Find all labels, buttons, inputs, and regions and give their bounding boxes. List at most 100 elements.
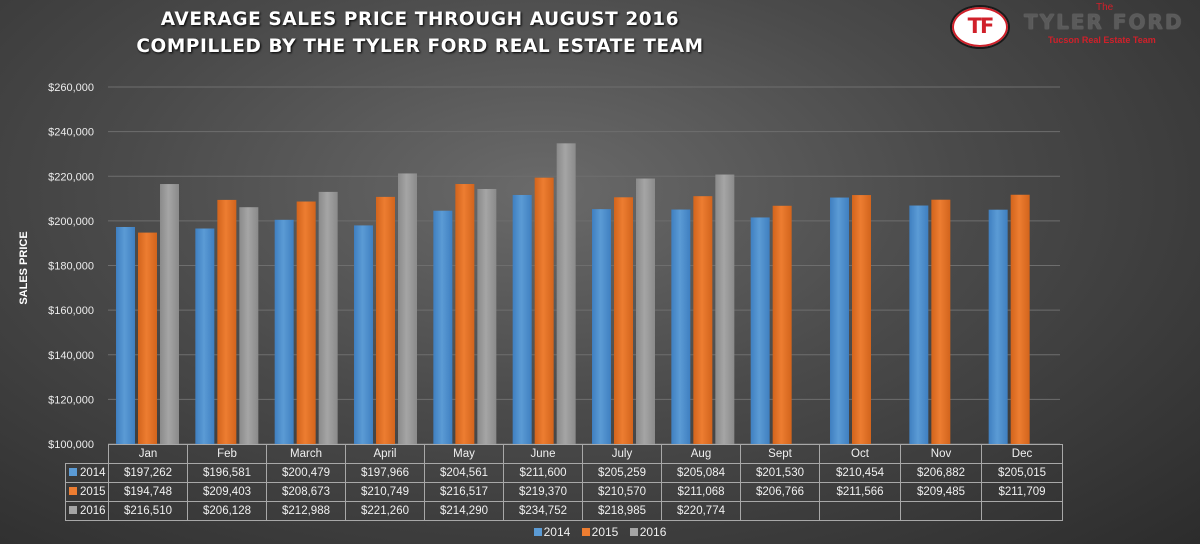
data-label: $219,370 [503,482,583,502]
data-label [740,501,820,521]
bar-2014-july [592,209,611,444]
category-label: Feb [187,444,267,464]
data-label: $216,510 [108,501,188,521]
data-label: $211,709 [981,482,1063,502]
bar-2016-may [477,188,497,444]
category-label: May [424,444,504,464]
bar-2015-sept [772,205,792,444]
bar-2015-nov [931,199,951,444]
data-label: $218,985 [582,501,662,521]
bar-2014-april [354,225,373,444]
bar-2016-march [318,191,338,444]
bar-2016-jan [160,184,179,445]
bar-2015-aug [693,196,713,444]
data-label: $221,260 [345,501,425,521]
bar-2015-oct [852,195,871,444]
bar-2016-july [636,178,655,445]
logo-monogram-badge: TF [950,5,1010,49]
data-table-row-2015: 2015 $194,748 $209,403 $208,673 $210,749… [65,482,1063,502]
data-label: $211,600 [503,463,583,483]
data-label: $200,479 [266,463,346,483]
legend-item-2016: 2016 [629,525,666,539]
legend-swatch-2016 [69,506,77,514]
legend-label: 2014 [543,525,571,539]
data-label: $205,015 [981,463,1063,483]
data-label: $210,749 [345,482,425,502]
logo-monogram: TF [967,14,995,38]
data-label: $205,084 [661,463,741,483]
bar-2015-july [614,197,633,444]
logo-the: The [1096,2,1114,13]
bar-2016-aug [715,174,735,444]
y-tick-label: $260,000 [48,82,94,94]
bars [116,143,1030,445]
data-label: $211,566 [819,482,901,502]
data-label: $209,403 [187,482,267,502]
data-label: $206,882 [900,463,982,483]
data-label: $209,485 [900,482,982,502]
data-label [819,501,901,521]
series-name: 2015 [80,486,106,498]
legend-swatch-2015 [581,528,590,536]
chart-title-line-2: COMPILLED BY THE TYLER FORD REAL ESTATE … [136,36,704,57]
data-label [981,501,1063,521]
bar-2015-april [376,196,395,444]
data-table: Jan Feb March April May June July Aug Se… [65,444,1063,521]
bar-2014-june [512,194,532,444]
series-name: 2014 [80,467,106,479]
legend-label: 2015 [591,525,619,539]
y-tick-label: $140,000 [48,350,94,362]
bar-2015-feb [217,199,237,444]
chart-title-line-1: AVERAGE SALES PRICE THROUGH AUGUST 2016 [160,9,680,30]
bar-2015-dec [1010,194,1030,444]
bar-2014-oct [830,197,849,444]
data-label: $197,966 [345,463,425,483]
data-label: $206,128 [187,501,267,521]
tyler-ford-logo: TF The TYLER FORD Tucson Real Estate Tea… [950,0,1200,50]
data-table-row-2014: 2014 $197,262 $196,581 $200,479 $197,966… [65,463,1063,483]
y-tick-label: $180,000 [48,261,94,273]
data-label: $220,774 [661,501,741,521]
data-table-corner [66,445,109,464]
bar-2014-feb [195,228,215,444]
data-label: $210,454 [819,463,901,483]
data-table-header-row: Jan Feb March April May June July Aug Se… [66,444,1063,464]
category-label: Sept [740,444,820,464]
data-label [900,501,982,521]
bar-2014-may [433,210,453,444]
y-tick-label: $100,000 [48,439,94,451]
bar-2016-feb [239,207,259,444]
bar-2014-dec [988,209,1008,444]
series-key-2014: 2014 [65,463,109,483]
legend-swatch-2015 [69,487,77,495]
series-name: 2016 [80,505,106,517]
data-label: $201,530 [740,463,820,483]
chart-legend: 2014 2015 2016 [0,525,1200,539]
y-tick-label: $160,000 [48,305,94,317]
logo-tagline: Tucson Real Estate Team [1048,35,1156,45]
category-label: Dec [981,444,1063,464]
bar-2015-march [296,201,316,444]
category-label: July [582,444,662,464]
category-label: Nov [900,444,982,464]
data-label: $214,290 [424,501,504,521]
bar-2014-sept [750,217,770,444]
y-tick-label: $240,000 [48,127,94,139]
bar-2016-june [556,143,576,444]
data-label: $194,748 [108,482,188,502]
logo-name: TYLER FORD [1024,10,1184,34]
data-label: $205,259 [582,463,662,483]
bar-2014-nov [909,205,929,444]
y-tick-label: $220,000 [48,171,94,183]
category-label: April [345,444,425,464]
data-label: $206,766 [740,482,820,502]
data-label: $208,673 [266,482,346,502]
chart-title: AVERAGE SALES PRICE THROUGH AUGUST 2016 … [95,6,745,60]
data-label: $197,262 [108,463,188,483]
bar-2014-aug [671,209,691,444]
data-table-row-2016: 2016 $216,510 $206,128 $212,988 $221,260… [65,501,1063,521]
legend-item-2014: 2014 [533,525,571,539]
y-tick-label: $200,000 [48,216,94,228]
category-label: Jan [108,444,188,464]
